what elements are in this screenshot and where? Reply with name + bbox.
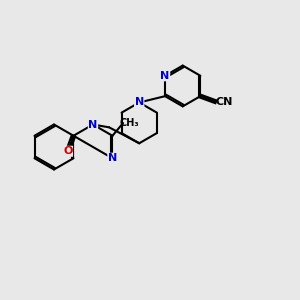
Text: N: N [108, 153, 117, 163]
Text: N: N [160, 71, 170, 81]
Text: CN: CN [216, 97, 233, 107]
Text: N: N [135, 98, 144, 107]
Text: N: N [88, 119, 98, 130]
Text: O: O [63, 146, 73, 156]
Text: CH₃: CH₃ [120, 118, 140, 128]
